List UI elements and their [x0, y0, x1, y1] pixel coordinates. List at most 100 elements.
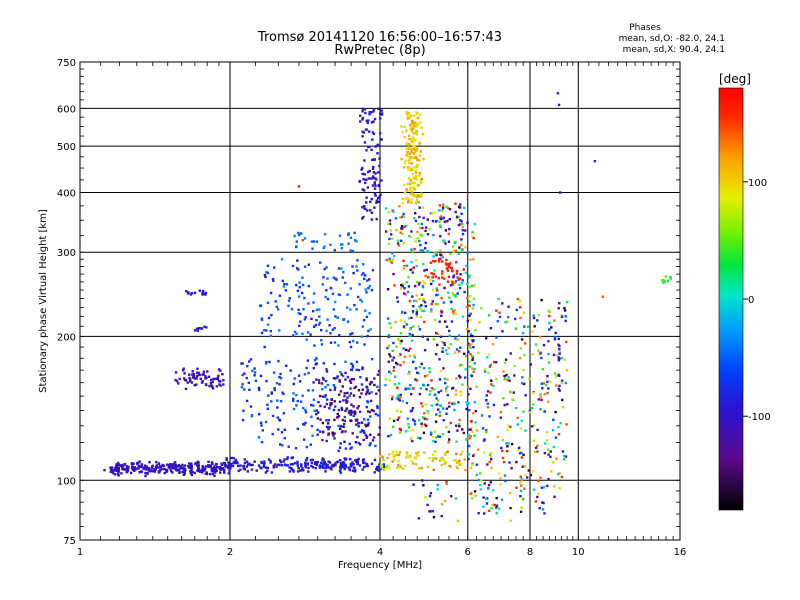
- echo-point: [359, 443, 362, 446]
- echo-point: [352, 463, 355, 466]
- echo-point: [388, 370, 391, 373]
- echo-point: [363, 461, 366, 465]
- echo-point: [364, 128, 368, 131]
- echo-point: [430, 404, 433, 407]
- echo-point: [373, 206, 376, 209]
- echo-point: [349, 287, 352, 290]
- echo-point: [506, 428, 509, 431]
- echo-point: [293, 234, 296, 238]
- echo-point: [556, 92, 560, 95]
- echo-point: [170, 463, 173, 467]
- echo-point: [542, 501, 545, 505]
- echo-point: [416, 196, 419, 199]
- echo-point: [364, 181, 367, 185]
- echo-point: [310, 461, 313, 465]
- echo-point: [552, 353, 556, 357]
- echo-point: [366, 170, 370, 174]
- echo-point: [391, 237, 394, 240]
- echo-point: [451, 269, 454, 273]
- echo-point: [500, 446, 503, 450]
- echo-point: [397, 453, 401, 457]
- echo-point: [335, 376, 339, 379]
- echo-point: [132, 466, 136, 470]
- echo-point: [183, 464, 187, 467]
- echo-point: [539, 393, 542, 396]
- echo-point: [507, 442, 510, 445]
- echo-point: [557, 103, 561, 107]
- echo-point: [295, 283, 298, 287]
- echo-point: [203, 469, 206, 472]
- echo-point: [449, 421, 452, 425]
- echo-point: [519, 489, 523, 492]
- echo-point: [555, 384, 558, 387]
- echo-point: [400, 239, 403, 242]
- echo-point: [392, 425, 395, 428]
- echo-point: [557, 307, 560, 310]
- echo-point: [465, 401, 468, 404]
- echo-point: [330, 398, 333, 401]
- echo-point: [197, 464, 200, 467]
- echo-point: [370, 391, 373, 394]
- echo-point: [662, 281, 665, 284]
- echo-point: [422, 298, 425, 301]
- echo-point: [465, 407, 468, 411]
- echo-point: [417, 451, 420, 454]
- echo-point: [390, 261, 393, 264]
- echo-point: [412, 483, 415, 486]
- echo-point: [464, 368, 467, 371]
- echo-point: [495, 512, 498, 515]
- echo-point: [537, 313, 541, 317]
- echo-point: [472, 297, 475, 300]
- echo-point: [264, 471, 268, 474]
- echo-point: [423, 282, 427, 285]
- echo-point: [405, 147, 408, 151]
- echo-point: [393, 375, 397, 378]
- echo-point: [409, 268, 412, 271]
- echo-point: [179, 465, 183, 468]
- echo-point: [405, 110, 408, 114]
- echo-point: [319, 418, 322, 421]
- echo-point: [350, 368, 354, 372]
- echo-point: [311, 247, 314, 250]
- echo-point: [217, 379, 221, 383]
- echo-point: [137, 467, 140, 470]
- echo-point: [485, 394, 488, 397]
- echo-point: [409, 178, 413, 182]
- echo-point: [404, 159, 407, 163]
- echo-point: [387, 210, 390, 214]
- echo-point: [499, 416, 502, 419]
- echo-point: [153, 470, 156, 473]
- echo-point: [536, 319, 539, 322]
- echo-point: [460, 243, 463, 247]
- colorbar-tick-label: 0: [748, 295, 754, 306]
- echo-point: [292, 382, 295, 386]
- echo-point: [336, 412, 339, 416]
- echo-point: [469, 294, 472, 298]
- echo-point: [151, 470, 154, 473]
- echo-point: [212, 377, 215, 381]
- echo-point: [407, 159, 411, 162]
- echo-point: [399, 410, 403, 413]
- echo-point: [524, 342, 527, 345]
- echo-point: [390, 397, 394, 401]
- echo-point: [425, 268, 428, 271]
- chart-title: Tromsø 20141120 16:56:00–16:57:43: [257, 30, 502, 45]
- echo-point: [402, 347, 405, 350]
- echo-point: [412, 299, 416, 303]
- echo-point: [528, 409, 532, 413]
- echo-point: [565, 340, 568, 344]
- echo-point: [428, 228, 431, 231]
- echo-point: [373, 471, 376, 474]
- echo-point: [415, 156, 418, 159]
- echo-point: [471, 463, 474, 467]
- echo-point: [337, 449, 340, 453]
- echo-point: [201, 291, 204, 294]
- echo-point: [361, 459, 365, 462]
- echo-point: [321, 395, 324, 398]
- echo-point: [338, 393, 341, 396]
- echo-point: [192, 372, 195, 376]
- echo-point: [486, 390, 490, 393]
- echo-point: [334, 405, 337, 408]
- echo-point: [422, 484, 425, 487]
- echo-point: [361, 118, 364, 121]
